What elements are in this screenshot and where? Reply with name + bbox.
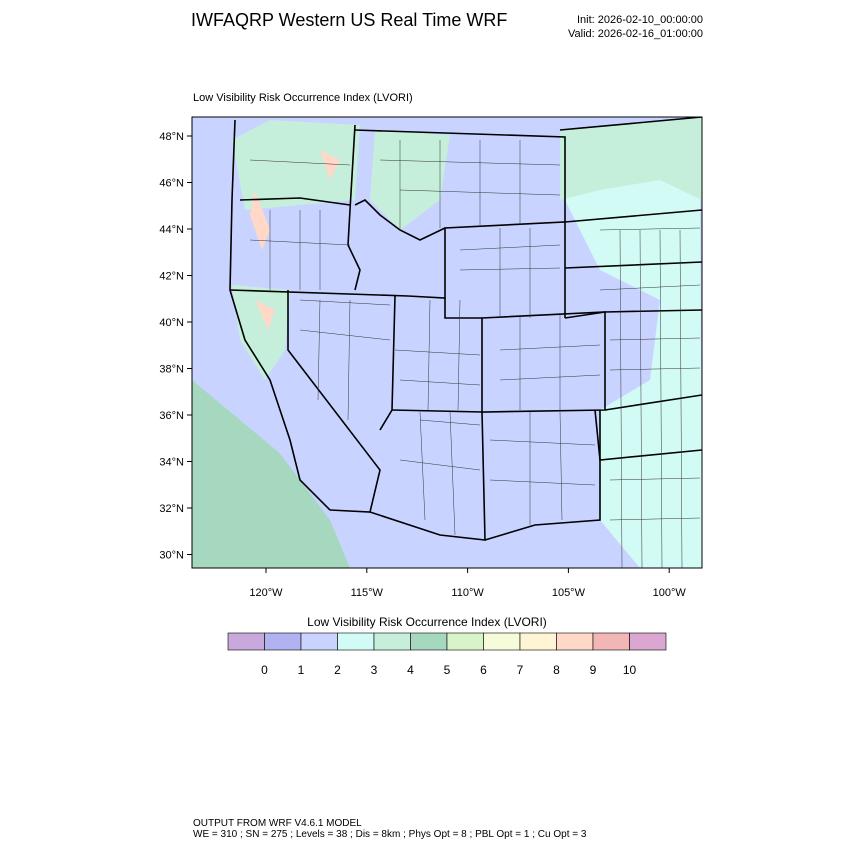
colorbar-box xyxy=(410,632,448,651)
ca-green xyxy=(232,285,290,380)
colorbar-box xyxy=(373,632,411,651)
colorbar-title: Low Visibility Risk Occurrence Index (LV… xyxy=(307,615,547,629)
colorbar-label: 1 xyxy=(298,663,305,677)
colorbar-box xyxy=(300,632,338,651)
lat-label: 34°N xyxy=(159,457,184,469)
colorbar-label: 9 xyxy=(590,663,597,677)
state-borders xyxy=(229,117,702,541)
colorbar-label: 3 xyxy=(371,663,378,677)
init-time: Init: 2026-02-10_00:00:00 xyxy=(577,14,703,26)
colorbar-box xyxy=(592,632,630,651)
valid-time: Valid: 2026-02-16_01:00:00 xyxy=(568,28,703,40)
colorbar: 0 1 2 3 4 5 6 7 8 9 10 xyxy=(227,632,667,677)
colorbar-box xyxy=(629,632,667,651)
colorbar-label: 5 xyxy=(444,663,451,677)
lon-label: 110°W xyxy=(451,587,484,599)
north-green xyxy=(560,117,702,200)
map-title: Low Visibility Risk Occurrence Index (LV… xyxy=(193,92,413,104)
lon-label: 115°W xyxy=(351,587,384,599)
colorbar-box xyxy=(264,632,302,651)
nw-green xyxy=(232,120,360,210)
lat-label: 38°N xyxy=(159,364,184,376)
map: 48°N 46°N 44°N 42°N 40°N 38°N 36°N 34°N 32°N 30°N… xyxy=(159,116,703,599)
colorbar-label: 10 xyxy=(623,663,637,677)
colorbar-label: 7 xyxy=(517,663,524,677)
footer-line: OUTPUT FROM WRF V4.6.1 MODEL xyxy=(193,818,362,829)
lat-label: 36°N xyxy=(159,410,184,422)
colorbar-label: 2 xyxy=(334,663,341,677)
colorbar-label: 8 xyxy=(553,663,560,677)
lat-label: 48°N xyxy=(159,131,184,143)
colorbar-label: 4 xyxy=(407,663,414,677)
map-frame xyxy=(191,116,703,569)
lon-label: 105°W xyxy=(552,587,586,599)
colorbar-label: 6 xyxy=(480,663,487,677)
lat-label: 40°N xyxy=(159,317,184,329)
colorbar-box xyxy=(483,632,521,651)
lat-label: 32°N xyxy=(159,503,184,515)
plains-region xyxy=(560,170,702,568)
lat-label: 30°N xyxy=(159,550,184,562)
colorbar-box xyxy=(556,632,594,651)
rockies-green xyxy=(370,130,450,230)
colorbar-label: 0 xyxy=(261,663,268,677)
colorbar-box xyxy=(227,632,265,651)
lon-label: 100°W xyxy=(653,587,687,599)
offshore xyxy=(192,117,300,470)
colorbar-box xyxy=(337,632,375,651)
high-terrain xyxy=(250,150,340,330)
main-title: IWFAQRP Western US Real Time WRF xyxy=(191,10,507,30)
county-lines xyxy=(249,140,701,568)
footer-line: WE = 310 ; SN = 275 ; Levels = 38 ; Dis … xyxy=(193,829,587,840)
colorbar-box xyxy=(519,632,557,651)
lat-label: 42°N xyxy=(159,271,184,283)
ocean-region xyxy=(192,380,350,568)
lon-label: 120°W xyxy=(249,587,283,599)
lat-label: 46°N xyxy=(159,178,184,190)
colorbar-box xyxy=(446,632,484,651)
lat-label: 44°N xyxy=(159,224,184,236)
